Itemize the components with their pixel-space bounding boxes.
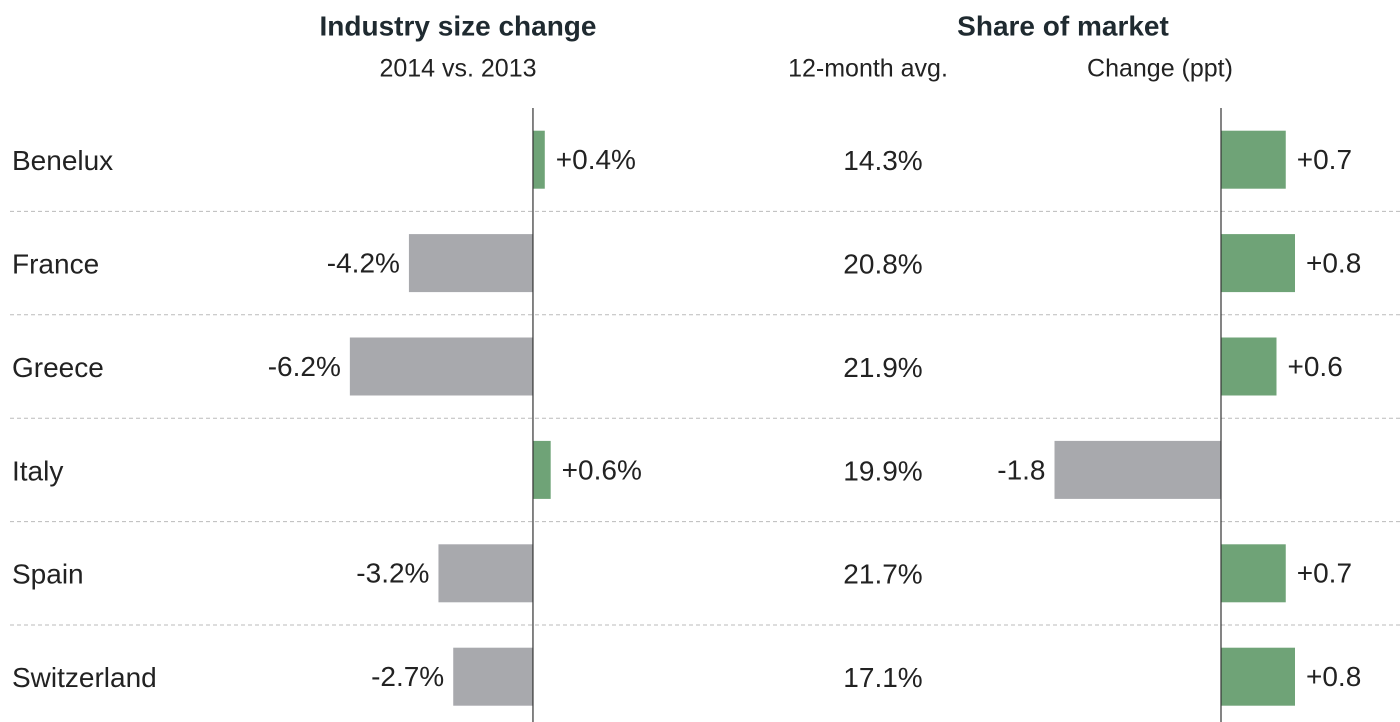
- row-label: Benelux: [12, 145, 113, 176]
- column-value: 14.3%: [843, 145, 922, 176]
- data-label: -4.2%: [327, 247, 400, 278]
- column-value: 20.8%: [843, 248, 922, 279]
- chart-title: Share of market: [957, 10, 1169, 41]
- row-label: Switzerland: [12, 662, 157, 693]
- bar: [1221, 337, 1277, 396]
- bar: [1221, 130, 1286, 189]
- column-value: 21.9%: [843, 352, 922, 383]
- row-label: Spain: [12, 559, 84, 590]
- chart-title: Industry size change: [320, 10, 597, 41]
- bar: [1221, 234, 1295, 293]
- data-label: +0.4%: [556, 144, 636, 175]
- data-label: +0.8: [1306, 247, 1361, 278]
- row-label: Italy: [12, 455, 63, 486]
- column-label: 12-month avg.: [788, 55, 948, 83]
- bar: [408, 234, 533, 293]
- row-label: France: [12, 248, 99, 279]
- bar: [532, 440, 551, 499]
- data-label: -3.2%: [356, 558, 429, 589]
- chart-subtitle: 2014 vs. 2013: [379, 55, 536, 83]
- column-value: 21.7%: [843, 559, 922, 590]
- chart-subtitle: Change (ppt): [1087, 55, 1233, 83]
- column-value: 19.9%: [843, 455, 922, 486]
- data-label: +0.8: [1306, 661, 1361, 692]
- bar: [349, 337, 533, 396]
- bar: [438, 544, 533, 603]
- bar: [1054, 440, 1221, 499]
- data-label: -2.7%: [371, 661, 444, 692]
- bar: [532, 130, 545, 189]
- data-label: +0.6: [1288, 351, 1343, 382]
- bar: [1221, 647, 1295, 706]
- data-label: +0.7: [1297, 144, 1352, 175]
- bar: [453, 647, 533, 706]
- row-label: Greece: [12, 352, 104, 383]
- bar: [1221, 544, 1286, 603]
- data-label: -1.8: [997, 454, 1045, 485]
- column-value: 17.1%: [843, 662, 922, 693]
- data-label: +0.7: [1297, 558, 1352, 589]
- data-label: +0.6%: [562, 454, 642, 485]
- data-label: -6.2%: [268, 351, 341, 382]
